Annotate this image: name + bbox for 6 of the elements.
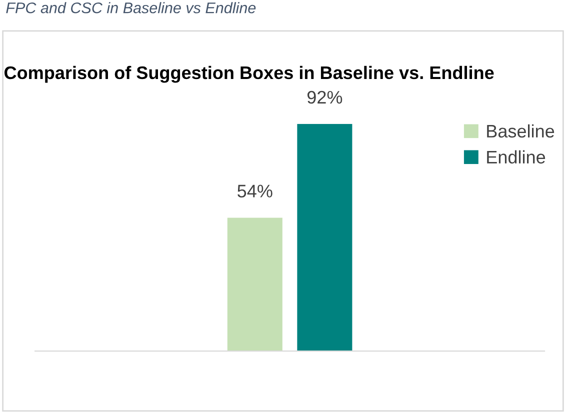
chart-title: Comparison of Suggestion Boxes in Baseline vs. Endline [4,66,494,83]
text: FPC and CSC in Baseline vs Endline [6,2,256,14]
data-label: 54% [238,184,272,198]
legend-label: Endline [487,150,546,164]
data-label: 92% [307,90,342,104]
legend-label: Baseline [487,124,554,138]
